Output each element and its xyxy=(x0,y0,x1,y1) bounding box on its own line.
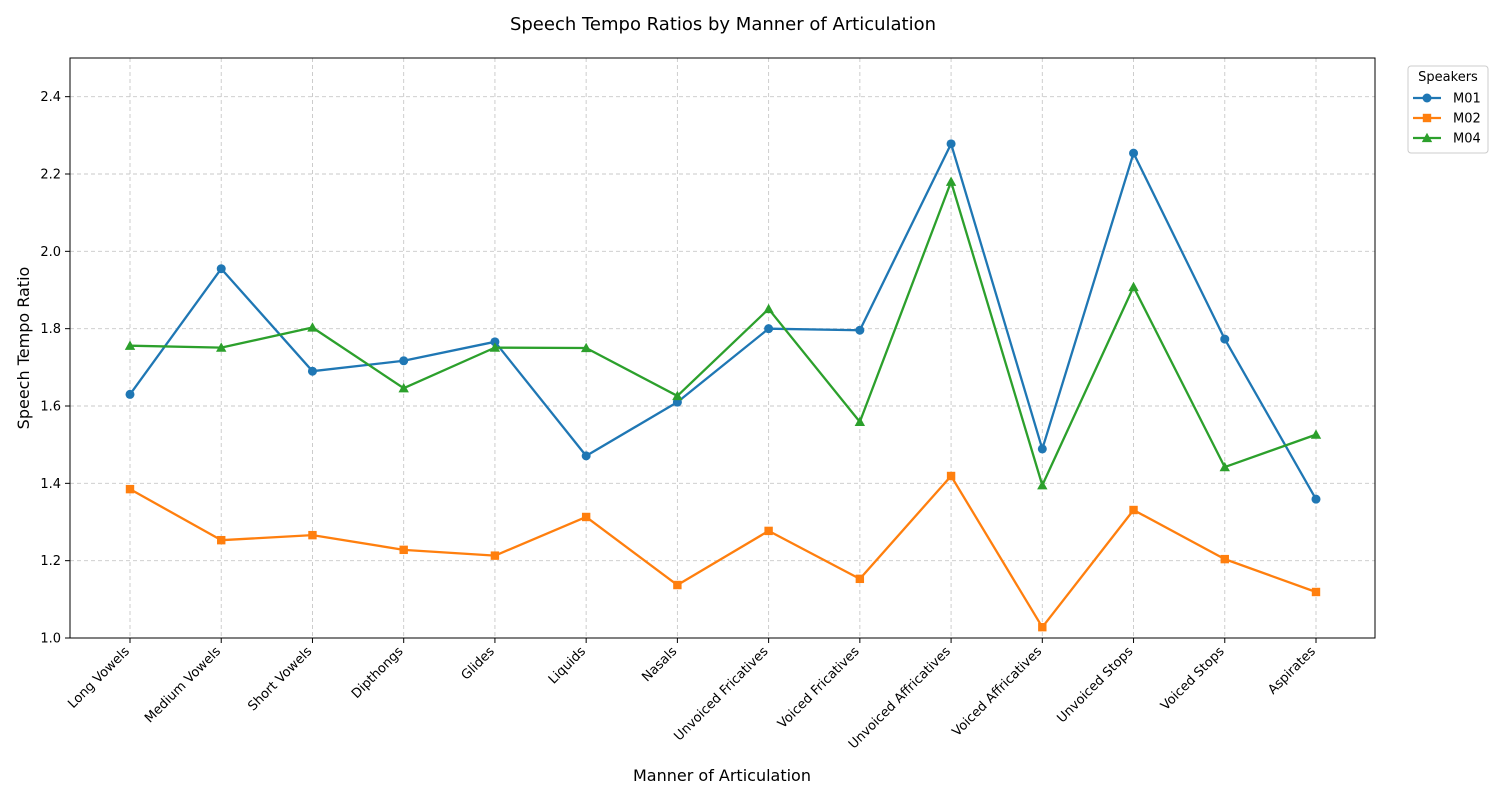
x-tick-label: Long Vowels xyxy=(65,644,133,712)
legend-title: Speakers xyxy=(1418,70,1478,85)
series-M01 xyxy=(125,139,1321,504)
legend-label: M04 xyxy=(1453,132,1481,147)
data-point-M01 xyxy=(946,139,956,149)
data-point-M04 xyxy=(763,303,774,314)
x-tick-label: Glides xyxy=(459,644,498,683)
data-point-M01 xyxy=(764,324,774,334)
data-point-M04 xyxy=(1128,281,1139,292)
data-point-M04 xyxy=(124,340,136,350)
data-point-M02 xyxy=(855,574,865,584)
x-tick-label: Unvoiced Fricatives xyxy=(672,644,772,744)
data-point-M02 xyxy=(673,580,682,590)
data-point-M01 xyxy=(216,264,226,274)
x-tick-label: Voiced Fricatives xyxy=(775,644,863,732)
series-line-M02 xyxy=(129,474,1317,629)
data-point-M02 xyxy=(581,512,591,522)
data-point-M04 xyxy=(489,342,501,352)
y-axis-ticks: 1.0 1.2 1.4 1.6 1.8 2.0 2.2 2.4 xyxy=(40,90,70,647)
x-tick-label: Unvoiced Stops xyxy=(1054,644,1136,726)
x-tick-label: Medium Vowels xyxy=(142,644,224,726)
legend-label: M02 xyxy=(1453,112,1481,127)
legend-item-M02: M02 xyxy=(1413,112,1481,127)
data-point-M04 xyxy=(307,322,318,332)
x-tick-label: Short Vowels xyxy=(245,644,315,714)
data-point-M02 xyxy=(399,545,408,555)
data-point-M04 xyxy=(1037,480,1048,490)
grid-lines xyxy=(70,58,1375,639)
data-point-M02 xyxy=(308,530,317,540)
data-point-M04 xyxy=(945,176,957,186)
data-point-M01 xyxy=(1129,148,1139,158)
x-axis-label: Manner of Articulation xyxy=(633,766,811,785)
data-point-M01 xyxy=(399,356,409,366)
x-tick-label: Dipthongs xyxy=(349,644,407,702)
x-tick-label: Liquids xyxy=(546,644,589,687)
x-tick-label: Voiced Stops xyxy=(1158,644,1228,714)
legend: Speakers M01 M02 M04 xyxy=(1407,65,1489,154)
data-point-M01 xyxy=(581,451,591,461)
y-tick-label: 1.8 xyxy=(40,322,61,337)
x-tick-label: Unvoiced Affricatives xyxy=(846,644,954,752)
data-point-M04 xyxy=(1219,461,1230,472)
data-point-M01 xyxy=(490,337,500,347)
data-point-M04 xyxy=(1310,429,1322,439)
x-tick-label: Nasals xyxy=(639,644,680,685)
x-tick-label: Voiced Affricatives xyxy=(950,644,1046,740)
y-axis-label: Speech Tempo Ratio xyxy=(14,267,33,430)
series-line-M01 xyxy=(129,142,1317,500)
data-point-M02 xyxy=(125,484,135,494)
data-point-M02 xyxy=(1038,622,1047,632)
data-point-M01 xyxy=(1220,334,1230,344)
data-point-M01 xyxy=(1037,444,1047,454)
data-point-M02 xyxy=(946,471,956,481)
series-M04 xyxy=(124,176,1322,490)
data-point-M02 xyxy=(1311,587,1321,597)
y-tick-label: 2.0 xyxy=(40,245,61,260)
x-axis-ticks: Long Vowels Medium Vowels Short Vowels Dipt… xyxy=(65,638,1319,752)
chart-title: Speech Tempo Ratios by Manner of Articul… xyxy=(510,14,936,35)
data-point-M01 xyxy=(307,366,317,376)
legend-item-M01: M01 xyxy=(1413,92,1481,107)
data-point-M02 xyxy=(764,526,773,536)
y-tick-label: 1.0 xyxy=(40,632,61,647)
legend-swatch-marker xyxy=(1422,93,1432,103)
data-point-M01 xyxy=(855,325,865,335)
data-point-M04 xyxy=(854,416,866,427)
series-M02 xyxy=(125,471,1321,632)
legend-swatch-marker xyxy=(1421,132,1433,143)
x-tick-label: Aspirates xyxy=(1265,644,1319,698)
legend-swatch-marker xyxy=(1422,113,1432,123)
data-point-M02 xyxy=(1129,505,1138,515)
legend-box xyxy=(1407,65,1489,154)
y-tick-label: 1.6 xyxy=(40,400,61,415)
legend-item-M04: M04 xyxy=(1413,132,1481,147)
data-point-M02 xyxy=(1220,554,1229,564)
legend-label: M01 xyxy=(1453,92,1481,107)
data-point-M04 xyxy=(580,342,592,353)
y-tick-label: 2.2 xyxy=(40,168,61,183)
data-point-M04 xyxy=(672,390,683,401)
y-tick-label: 2.4 xyxy=(40,90,61,105)
data-point-M02 xyxy=(217,535,226,545)
legend-items: M01 M02 M04 xyxy=(1413,92,1481,147)
plot-frame xyxy=(69,57,1376,639)
data-point-M02 xyxy=(490,551,500,560)
series-line-M04 xyxy=(129,180,1317,487)
series-lines xyxy=(124,139,1322,632)
y-tick-label: 1.4 xyxy=(40,477,61,492)
data-point-M01 xyxy=(1311,494,1321,504)
data-point-M01 xyxy=(125,389,135,399)
y-tick-label: 1.2 xyxy=(40,554,61,569)
data-point-M04 xyxy=(216,342,227,352)
data-point-M04 xyxy=(398,383,409,393)
